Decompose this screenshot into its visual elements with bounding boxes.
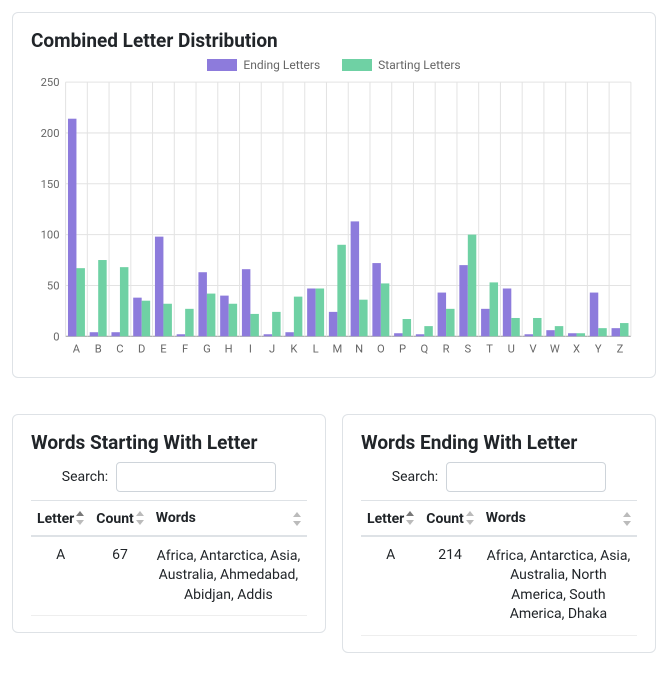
sort-icon — [406, 511, 414, 525]
svg-text:H: H — [225, 343, 233, 356]
sort-icon — [293, 512, 301, 526]
cell-letter: A — [361, 536, 420, 636]
col-count-label: Count — [96, 511, 134, 527]
table-row: A 67 Africa, Antarctica, Asia, Australia… — [31, 536, 307, 616]
col-count[interactable]: Count — [90, 500, 150, 536]
svg-text:D: D — [138, 343, 145, 356]
svg-text:B: B — [95, 343, 102, 356]
table-header-row: Letter Count Words — [31, 500, 307, 536]
svg-text:L: L — [313, 343, 319, 356]
ending-table-card: Words Ending With Letter Search: Letter … — [342, 414, 656, 653]
starting-search-row: Search: — [31, 462, 307, 492]
svg-text:N: N — [355, 343, 363, 356]
svg-text:P: P — [399, 343, 406, 356]
svg-text:E: E — [160, 343, 166, 356]
svg-text:F: F — [182, 343, 188, 356]
svg-text:Z: Z — [617, 343, 624, 356]
sort-icon — [76, 511, 84, 525]
svg-text:O: O — [377, 343, 385, 356]
svg-text:R: R — [443, 343, 450, 356]
col-letter[interactable]: Letter — [31, 500, 90, 536]
svg-text:J: J — [269, 343, 275, 356]
col-letter-label: Letter — [37, 511, 74, 527]
col-count-label: Count — [426, 511, 464, 527]
svg-text:I: I — [249, 343, 252, 356]
ending-search-label: Search: — [392, 469, 438, 485]
starting-table-card: Words Starting With Letter Search: Lette… — [12, 414, 326, 634]
chart-plot-area: 0 50 100 150 200 250 A B C D E F G H I J K LMN O P Q R S T U V WX Y… — [31, 76, 637, 361]
ending-title: Words Ending With Letter — [361, 431, 637, 454]
svg-text:Q: Q — [420, 343, 428, 356]
legend-swatch-ending — [207, 59, 237, 71]
col-count[interactable]: Count — [420, 500, 480, 536]
sort-icon — [466, 511, 474, 525]
ending-search-input[interactable] — [446, 462, 606, 492]
svg-text:S: S — [464, 343, 471, 356]
svg-text:150: 150 — [41, 178, 60, 191]
legend-item-starting[interactable]: Starting Letters — [342, 58, 460, 72]
starting-search-input[interactable] — [116, 462, 276, 492]
col-words-label: Words — [486, 510, 526, 526]
svg-text:U: U — [508, 343, 515, 356]
cell-letter: A — [31, 536, 90, 616]
ending-search-row: Search: — [361, 462, 637, 492]
svg-text:0: 0 — [53, 330, 59, 343]
svg-text:K: K — [290, 343, 298, 356]
svg-text:W: W — [550, 343, 560, 356]
svg-text:50: 50 — [47, 280, 60, 293]
col-words[interactable]: Words — [480, 500, 637, 536]
svg-text:A: A — [73, 343, 81, 356]
svg-text:T: T — [486, 343, 493, 356]
svg-text:X: X — [573, 343, 580, 356]
svg-text:V: V — [529, 343, 536, 356]
svg-text:G: G — [203, 343, 211, 356]
svg-text:Y: Y — [595, 343, 602, 356]
bar-chart-svg: 0 50 100 150 200 250 A B C D E F G H I J K LMN O P Q R S T U V WX Y… — [31, 76, 637, 361]
svg-text:200: 200 — [41, 127, 60, 140]
legend-label-starting: Starting Letters — [378, 58, 460, 72]
starting-title: Words Starting With Letter — [31, 431, 307, 454]
legend-swatch-starting — [342, 59, 372, 71]
table-row: A 214 Africa, Antarctica, Asia, Australi… — [361, 536, 637, 636]
legend-label-ending: Ending Letters — [243, 58, 320, 72]
col-letter[interactable]: Letter — [361, 500, 420, 536]
svg-text:100: 100 — [41, 229, 60, 242]
col-letter-label: Letter — [367, 511, 404, 527]
starting-search-label: Search: — [62, 469, 108, 485]
svg-text:250: 250 — [41, 76, 60, 89]
col-words-label: Words — [156, 510, 196, 526]
chart-legend: Ending Letters Starting Letters — [31, 58, 637, 72]
cell-words: Africa, Antarctica, Asia, Australia, Nor… — [480, 536, 637, 636]
cell-count: 67 — [90, 536, 150, 616]
ending-table: Letter Count Words A 214 Africa, Antarct… — [361, 500, 637, 636]
chart-card: Combined Letter Distribution Ending Lett… — [12, 12, 656, 378]
sort-icon — [136, 511, 144, 525]
cell-count: 214 — [420, 536, 480, 636]
col-words[interactable]: Words — [150, 500, 307, 536]
table-header-row: Letter Count Words — [361, 500, 637, 536]
chart-title: Combined Letter Distribution — [31, 29, 637, 52]
svg-text:C: C — [116, 343, 123, 356]
svg-text:M: M — [332, 343, 342, 356]
legend-item-ending[interactable]: Ending Letters — [207, 58, 320, 72]
sort-icon — [623, 512, 631, 526]
tables-row: Words Starting With Letter Search: Lette… — [12, 414, 656, 669]
cell-words: Africa, Antarctica, Asia, Australia, Ahm… — [150, 536, 307, 616]
starting-table: Letter Count Words A 67 Africa, Antarcti… — [31, 500, 307, 617]
